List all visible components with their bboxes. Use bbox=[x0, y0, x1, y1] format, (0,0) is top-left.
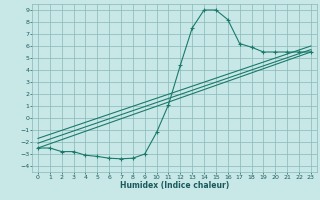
X-axis label: Humidex (Indice chaleur): Humidex (Indice chaleur) bbox=[120, 181, 229, 190]
